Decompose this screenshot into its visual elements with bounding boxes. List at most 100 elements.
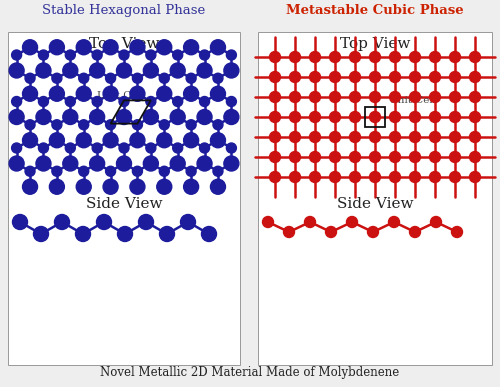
Text: Stable Hexagonal Phase: Stable Hexagonal Phase	[42, 4, 205, 17]
Circle shape	[197, 156, 212, 171]
Circle shape	[66, 96, 76, 106]
Circle shape	[22, 133, 38, 148]
Text: Metastable Cubic Phase: Metastable Cubic Phase	[286, 4, 464, 17]
Circle shape	[130, 86, 145, 101]
Circle shape	[36, 156, 51, 171]
Circle shape	[450, 171, 460, 183]
Circle shape	[410, 51, 420, 62]
Circle shape	[450, 72, 460, 82]
Circle shape	[390, 132, 400, 142]
Circle shape	[119, 50, 129, 60]
Circle shape	[390, 111, 400, 123]
Circle shape	[34, 226, 48, 241]
Circle shape	[270, 171, 280, 183]
Circle shape	[52, 120, 62, 130]
Circle shape	[172, 50, 182, 60]
Circle shape	[224, 156, 239, 171]
Circle shape	[370, 91, 380, 103]
Circle shape	[290, 72, 300, 82]
Circle shape	[186, 73, 196, 83]
Circle shape	[270, 91, 280, 103]
Circle shape	[210, 133, 226, 148]
Circle shape	[270, 72, 280, 82]
Circle shape	[226, 50, 236, 60]
Circle shape	[106, 120, 116, 130]
Circle shape	[270, 151, 280, 163]
Circle shape	[144, 110, 158, 125]
Circle shape	[106, 73, 116, 83]
Circle shape	[210, 179, 226, 194]
Circle shape	[262, 216, 274, 228]
Circle shape	[170, 156, 185, 171]
Circle shape	[410, 171, 420, 183]
Circle shape	[226, 143, 236, 153]
Circle shape	[76, 226, 90, 241]
Circle shape	[52, 166, 62, 176]
Circle shape	[430, 151, 440, 163]
Circle shape	[350, 51, 360, 62]
Text: Top View: Top View	[89, 37, 159, 51]
Circle shape	[284, 226, 294, 238]
Circle shape	[330, 132, 340, 142]
Circle shape	[103, 40, 118, 55]
Circle shape	[304, 216, 316, 228]
Circle shape	[9, 156, 24, 171]
Circle shape	[450, 132, 460, 142]
Circle shape	[330, 91, 340, 103]
Circle shape	[138, 214, 154, 229]
Circle shape	[368, 226, 378, 238]
Circle shape	[350, 151, 360, 163]
Circle shape	[50, 133, 64, 148]
Circle shape	[470, 132, 480, 142]
Circle shape	[144, 63, 158, 78]
Circle shape	[224, 110, 239, 125]
Circle shape	[430, 51, 440, 62]
Circle shape	[346, 216, 358, 228]
Circle shape	[184, 86, 198, 101]
Circle shape	[50, 179, 64, 194]
Circle shape	[63, 63, 78, 78]
Text: Side View: Side View	[86, 197, 162, 211]
Circle shape	[66, 143, 76, 153]
Circle shape	[119, 96, 129, 106]
Text: Unit Cell: Unit Cell	[389, 96, 436, 105]
Circle shape	[22, 40, 38, 55]
Circle shape	[330, 151, 340, 163]
Text: Side View: Side View	[337, 197, 413, 211]
Circle shape	[76, 133, 91, 148]
Circle shape	[132, 120, 142, 130]
Circle shape	[12, 96, 22, 106]
Circle shape	[200, 50, 209, 60]
Circle shape	[180, 214, 196, 229]
Circle shape	[290, 111, 300, 123]
Circle shape	[470, 151, 480, 163]
Circle shape	[202, 226, 216, 241]
Circle shape	[210, 40, 226, 55]
Circle shape	[78, 120, 88, 130]
Circle shape	[290, 171, 300, 183]
Circle shape	[36, 110, 51, 125]
Circle shape	[76, 40, 91, 55]
Circle shape	[9, 110, 24, 125]
Circle shape	[103, 86, 118, 101]
Circle shape	[92, 96, 102, 106]
Circle shape	[103, 179, 118, 194]
Circle shape	[310, 51, 320, 62]
Circle shape	[450, 91, 460, 103]
Circle shape	[78, 166, 88, 176]
Circle shape	[410, 91, 420, 103]
Circle shape	[144, 156, 158, 171]
Circle shape	[157, 133, 172, 148]
Circle shape	[430, 132, 440, 142]
Circle shape	[470, 111, 480, 123]
Circle shape	[310, 132, 320, 142]
Circle shape	[270, 132, 280, 142]
Circle shape	[146, 96, 156, 106]
Circle shape	[186, 120, 196, 130]
Circle shape	[290, 91, 300, 103]
Circle shape	[370, 72, 380, 82]
Circle shape	[290, 151, 300, 163]
Circle shape	[270, 111, 280, 123]
Bar	[8, 32, 240, 365]
Circle shape	[330, 111, 340, 123]
